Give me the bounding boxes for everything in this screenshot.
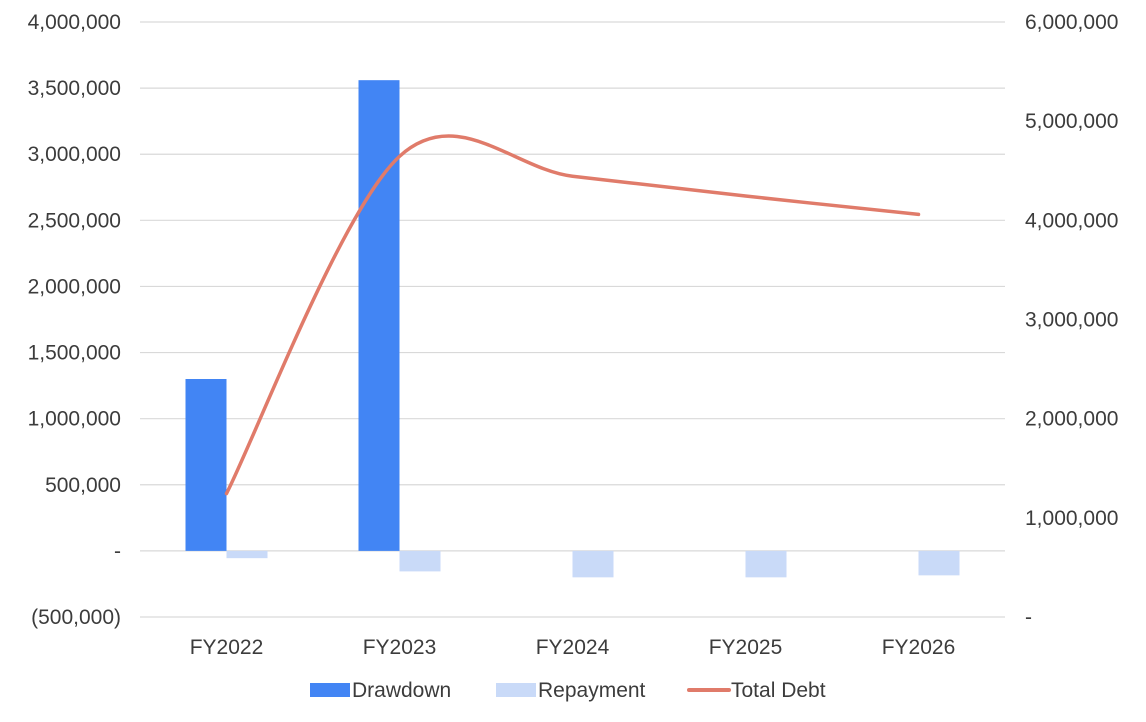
y-left-tick-label: 1,500,000: [28, 342, 121, 365]
y-right-tick-label: 3,000,000: [1025, 309, 1118, 332]
x-tick-label: FY2024: [536, 636, 610, 659]
y-right-tick-label: 1,000,000: [1025, 507, 1118, 530]
y-right-tick-label: 5,000,000: [1025, 110, 1118, 133]
y-left-tick-label: 3,000,000: [28, 143, 121, 166]
bar-series: [185, 80, 960, 578]
x-tick-label: FY2025: [709, 636, 783, 659]
legend-label-drawdown: Drawdown: [352, 679, 451, 702]
x-tick-label: FY2022: [190, 636, 264, 659]
y-right-tick-label: 4,000,000: [1025, 209, 1118, 232]
repayment-bar: [226, 550, 268, 559]
repayment-bar: [399, 550, 441, 572]
legend-swatch-repayment: [496, 683, 536, 697]
y-left-tick-label: 2,000,000: [28, 275, 121, 298]
legend-swatch-drawdown: [310, 683, 350, 697]
drawdown-bar: [358, 80, 400, 551]
repayment-bar: [745, 550, 787, 578]
y-right-tick-label: -: [1025, 606, 1032, 629]
gridlines: [140, 21, 1005, 618]
y-right-tick-label: 2,000,000: [1025, 408, 1118, 431]
y-left-tick-label: 3,500,000: [28, 77, 121, 100]
legend-label-repayment: Repayment: [538, 679, 646, 702]
repayment-bar: [918, 550, 960, 576]
legend-label-total-debt: Total Debt: [731, 679, 826, 702]
total-debt-line: [224, 134, 921, 496]
y-left-tick-label: 500,000: [45, 474, 121, 497]
drawdown-bar: [185, 379, 227, 551]
y-left-tick-label: 4,000,000: [28, 11, 121, 34]
x-tick-label: FY2026: [882, 636, 956, 659]
repayment-bar: [572, 550, 614, 578]
y-left-tick-label: (500,000): [31, 606, 121, 629]
axes: (500,000) - 500,000 1,000,000 1,500,000 2,000…: [28, 11, 1119, 659]
y-right-tick-label: 6,000,000: [1025, 11, 1118, 34]
x-tick-label: FY2023: [363, 636, 437, 659]
y-left-tick-label: -: [114, 540, 121, 563]
y-left-tick-label: 1,000,000: [28, 408, 121, 431]
legend: Drawdown Repayment Total Debt: [310, 679, 826, 702]
y-left-tick-label: 2,500,000: [28, 209, 121, 232]
line-series: [224, 134, 921, 496]
